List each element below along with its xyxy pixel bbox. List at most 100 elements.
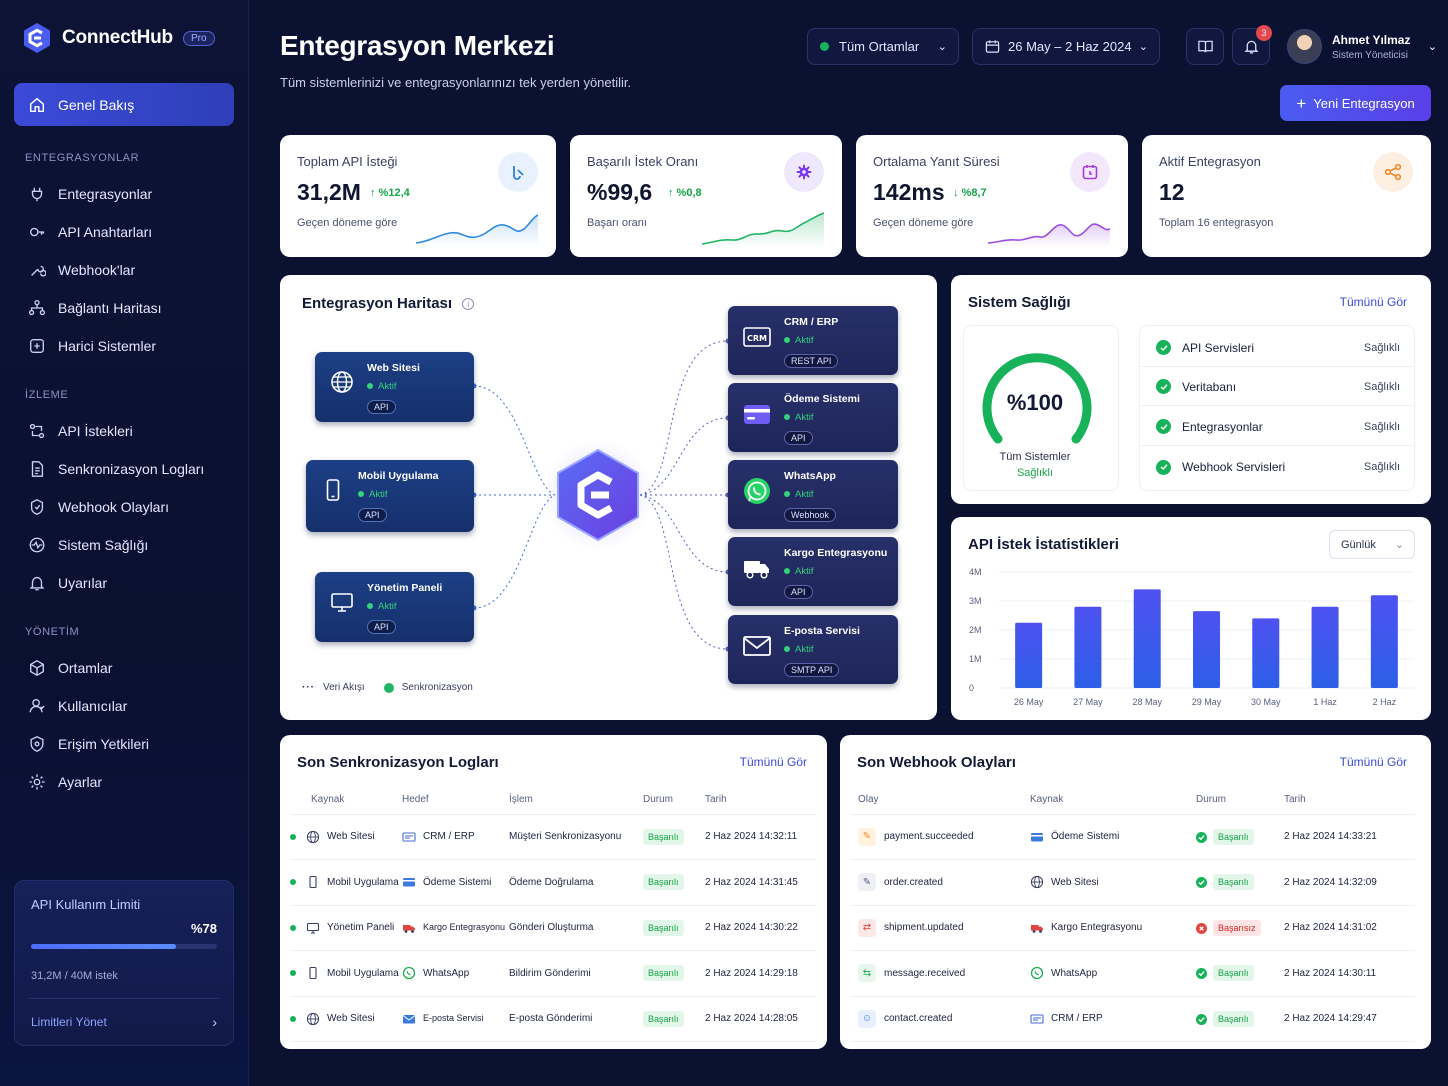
health-see-all-link[interactable]: Tümünü Gör xyxy=(1339,295,1407,309)
info-icon[interactable]: i xyxy=(462,298,475,311)
bar[interactable] xyxy=(1311,606,1339,688)
table-row[interactable]: Mobil Uygulama Ödeme Sistemi Ödeme Doğrula… xyxy=(290,859,817,906)
cell-source: Kargo Entegrasyonu xyxy=(1030,905,1196,951)
check-circle-icon xyxy=(1156,419,1171,434)
stat-label: Ortalama Yanıt Süresi xyxy=(873,154,1000,169)
user-menu[interactable]: Ahmet Yılmaz Sistem Yöneticisi ⌄ xyxy=(1287,28,1437,65)
date-range-picker[interactable]: 26 May – 2 Haz 2024 ⌄ xyxy=(972,28,1160,65)
limit-progress-fill xyxy=(31,944,177,949)
cell-date: 2 Haz 2024 14:31:02 xyxy=(1284,905,1415,951)
environment-select[interactable]: Tüm Ortamlar ⌄ xyxy=(807,28,959,65)
bar[interactable] xyxy=(1370,595,1398,688)
manage-limits-link[interactable]: Limitleri Yönet › xyxy=(31,1014,217,1030)
table-row[interactable]: ✎ order.created Web Sitesi Başarılı 2 Haz 20… xyxy=(850,859,1415,906)
table-row[interactable]: ⇄ shipment.updated Kargo Entegrasyonu Başar… xyxy=(850,905,1415,951)
node-whatsapp[interactable]: WhatsApp Aktif Webhook xyxy=(728,460,898,529)
node-crm-erp[interactable]: CRM CRM / ERP Aktif REST API xyxy=(728,306,898,375)
health-item-name: API Servisleri xyxy=(1182,340,1255,355)
x-tick-label: 30 May xyxy=(1251,697,1281,707)
sidebar-item-erisim-yetkileri[interactable]: Erişim Yetkileri xyxy=(28,735,149,753)
avatar xyxy=(1287,29,1322,64)
check-circle-icon xyxy=(1196,831,1207,843)
sync-logs-see-all-link[interactable]: Tümünü Gör xyxy=(739,755,807,769)
bar[interactable] xyxy=(1252,618,1280,688)
target-label: Kargo Entegrasyonu xyxy=(423,922,506,933)
sidebar-item-ayarlar[interactable]: Ayarlar xyxy=(28,773,102,791)
bar[interactable] xyxy=(1133,589,1161,688)
cell-status: Başarılı xyxy=(1196,950,1284,997)
sidebar-item-webhook-olaylari[interactable]: Webhook Olayları xyxy=(28,498,169,516)
sidebar-item-ortamlar[interactable]: Ortamlar xyxy=(28,659,112,677)
sidebar-item-genel-bakis[interactable]: Genel Bakış xyxy=(14,83,234,126)
bar[interactable] xyxy=(1074,606,1102,688)
whatsapp-icon xyxy=(744,478,770,504)
sync-dot-icon xyxy=(290,1015,296,1022)
health-row-webhooks[interactable]: Webhook Servisleri Sağlıklı xyxy=(1140,448,1414,486)
health-row-database[interactable]: Veritabanı Sağlıklı xyxy=(1140,368,1414,406)
sidebar-item-webhooks[interactable]: Webhook'lar xyxy=(28,261,135,279)
integration-map-card: Entegrasyon Haritası i Web Sitesi Aktif … xyxy=(280,275,937,720)
column-header: Tarih xyxy=(1284,786,1415,815)
chart-title: API İstek İstatistikleri xyxy=(968,536,1119,553)
cell-event: ✎ payment.succeeded xyxy=(850,814,1030,860)
column-header: İşlem xyxy=(509,786,643,815)
chevron-down-icon: ⌄ xyxy=(1138,41,1148,53)
node-yonetim-paneli[interactable]: Yönetim Paneli Aktif API xyxy=(315,572,474,642)
monitor-icon xyxy=(331,593,353,612)
table-row[interactable]: Yönetim Paneli Kargo Entegrasyonu Gönderi … xyxy=(290,905,817,951)
cell-date: 2 Haz 2024 14:28:05 xyxy=(705,996,817,1042)
table-row[interactable]: Web Sitesi E-posta Servisi E-posta Gönderi… xyxy=(290,996,817,1042)
cell-target: WhatsApp xyxy=(402,950,509,997)
event-label: contact.created xyxy=(884,1013,953,1025)
sidebar-item-senkronizasyon-loglari[interactable]: Senkronizasyon Logları xyxy=(28,460,204,478)
node-web-sitesi[interactable]: Web Sitesi Aktif API xyxy=(315,352,474,422)
sync-dot-icon xyxy=(290,879,296,886)
cell-event: ☺ contact.created xyxy=(850,996,1030,1042)
node-title: Kargo Entegrasyonu xyxy=(784,547,888,559)
sidebar-item-sistem-sagligi[interactable]: Sistem Sağlığı xyxy=(28,536,148,554)
health-row-integrations[interactable]: Entegrasyonlar Sağlıklı xyxy=(1140,408,1414,446)
column-header: Tarih xyxy=(705,786,817,815)
table-row[interactable]: ⇆ message.received WhatsApp Başarılı 2 Haz 2… xyxy=(850,950,1415,997)
table-row[interactable]: ✎ payment.succeeded Ödeme Sistemi Başarılı 2… xyxy=(850,814,1415,860)
table-row[interactable]: Web Sitesi CRM / ERP Müşteri Senkronizasyo… xyxy=(290,814,817,860)
stat-change: ↓ %8,7 xyxy=(953,187,987,199)
stat-sub: Başarı oranı xyxy=(587,217,647,229)
notifications-button[interactable]: 3 xyxy=(1232,25,1272,65)
sidebar-item-uyarilar[interactable]: Uyarılar xyxy=(28,574,107,592)
sidebar-item-kullanicilar[interactable]: Kullanıcılar xyxy=(28,697,127,715)
sidebar-item-api-anahtarlari[interactable]: API Anahtarları xyxy=(28,223,152,241)
period-label: Günlük xyxy=(1341,538,1376,551)
table-row[interactable]: Mobil Uygulama WhatsApp Bildirim Gönderimi… xyxy=(290,950,817,997)
node-title: CRM / ERP xyxy=(784,316,839,328)
node-mobil-uygulama[interactable]: Mobil Uygulama Aktif API xyxy=(306,460,474,532)
node-e-posta-servisi[interactable]: E-posta Servisi Aktif SMTP API xyxy=(728,615,898,684)
node-odeme-sistemi[interactable]: Ödeme Sistemi Aktif API xyxy=(728,383,898,452)
sidebar-item-harici-sistemler[interactable]: Harici Sistemler xyxy=(28,337,156,355)
credit-card-icon xyxy=(402,875,416,889)
globe-icon xyxy=(306,1012,320,1026)
logo[interactable]: ConnectHub Pro xyxy=(22,22,215,54)
bar[interactable] xyxy=(1015,622,1043,688)
node-tag: API xyxy=(784,431,813,445)
node-kargo-entegrasyonu[interactable]: Kargo Entegrasyonu Aktif API xyxy=(728,537,898,606)
cell-status: Başarısız xyxy=(1196,905,1284,951)
sidebar-item-baglanti-haritasi[interactable]: Bağlantı Haritası xyxy=(28,299,162,317)
check-circle-icon xyxy=(1156,379,1171,394)
docs-button[interactable] xyxy=(1186,28,1224,65)
sidebar-item-entegrasyonlar[interactable]: Entegrasyonlar xyxy=(28,185,152,203)
health-row-api[interactable]: API Servisleri Sağlıklı xyxy=(1140,329,1414,367)
event-icon xyxy=(30,499,44,515)
new-integration-button[interactable]: + Yeni Entegrasyon xyxy=(1280,85,1431,121)
stat-label: Toplam API İsteği xyxy=(297,154,398,169)
sidebar-item-api-istekleri[interactable]: API İstekleri xyxy=(28,422,133,440)
webhooks-see-all-link[interactable]: Tümünü Gör xyxy=(1339,755,1407,769)
bar[interactable] xyxy=(1193,611,1220,688)
error-circle-icon xyxy=(1196,922,1207,934)
period-select[interactable]: Günlük ⌄ xyxy=(1329,530,1415,559)
check-circle-icon xyxy=(1196,1013,1207,1025)
table-row[interactable]: ☺ contact.created CRM / ERP Başarılı 2 Haz 2… xyxy=(850,996,1415,1042)
truck-icon xyxy=(744,561,769,579)
node-tag: REST API xyxy=(784,354,839,368)
page-title: Entegrasyon Merkezi xyxy=(280,30,555,61)
